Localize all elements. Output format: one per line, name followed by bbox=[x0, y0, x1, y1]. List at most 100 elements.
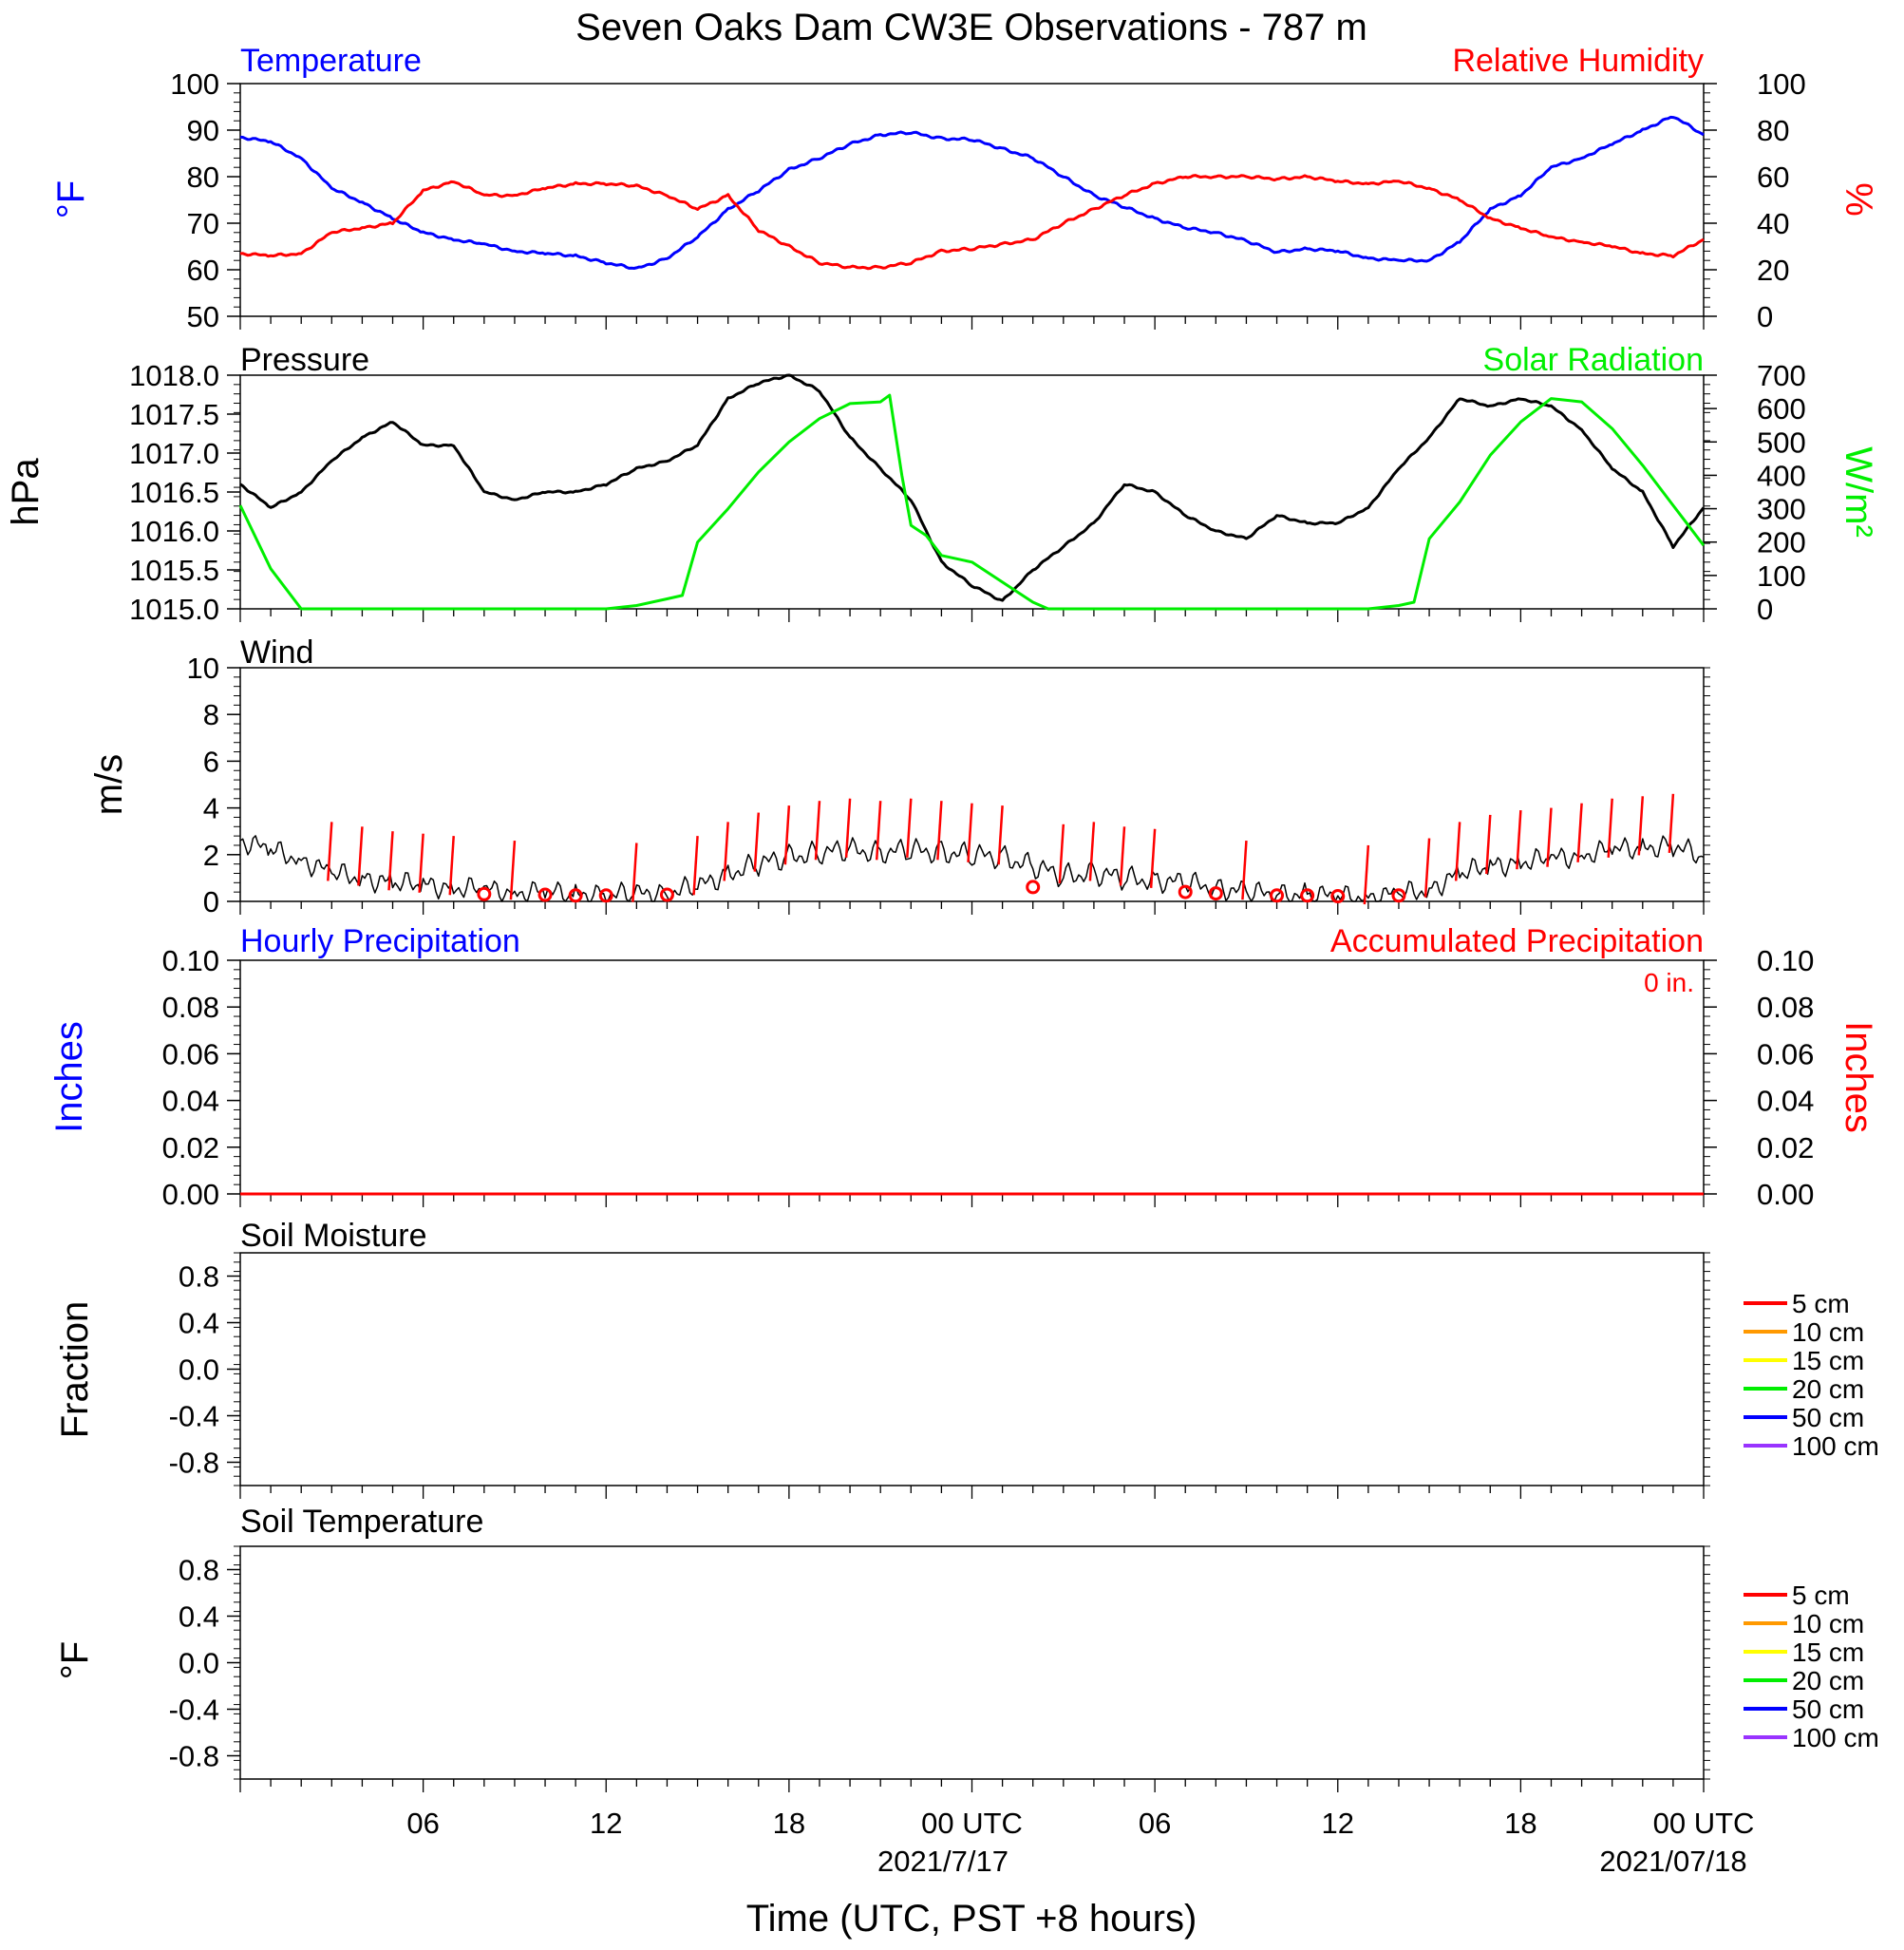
humidity-title: Relative Humidity bbox=[1452, 43, 1704, 79]
wind-barb bbox=[692, 836, 699, 896]
date-label-1: 2021/7/17 bbox=[877, 1845, 1009, 1878]
soil_temperature-left-tick-label: 0.8 bbox=[179, 1554, 219, 1587]
wind-barb bbox=[632, 842, 638, 902]
pressure-left-tick-label: 1016.5 bbox=[129, 476, 219, 509]
soil_moisture-legend-label: 5 cm bbox=[1792, 1289, 1850, 1318]
solar-radiation-line bbox=[238, 393, 1706, 611]
wind-left-tick-label: 8 bbox=[203, 698, 219, 731]
soil-moisture-title: Soil Moisture bbox=[240, 1218, 427, 1254]
soil-temperature-panel: Soil Temperature °F -0.8 -0.4 0.0 0.4 0.8 5 c… bbox=[54, 1504, 1879, 1792]
hourly-precip-title: Hourly Precipitation bbox=[240, 923, 520, 959]
wind-barb bbox=[1363, 844, 1370, 905]
temperature-right-tick-label: 0 bbox=[1757, 300, 1773, 333]
wind-barb bbox=[936, 801, 943, 861]
pressure-line bbox=[239, 373, 1706, 602]
soil_temperature-left-tick-label: 0.4 bbox=[179, 1600, 219, 1634]
temperature-right-tick-label: 80 bbox=[1757, 114, 1789, 147]
calm-wind-marker bbox=[1391, 888, 1406, 903]
soil_temperature-left-tick-label: -0.8 bbox=[169, 1740, 219, 1773]
temperature-left-tick-label: 100 bbox=[170, 67, 219, 101]
soil_moisture-left-tick-label: 0.0 bbox=[179, 1354, 219, 1387]
soil-temperature-unit: °F bbox=[54, 1641, 96, 1679]
pressure-left-tick-label: 1016.0 bbox=[129, 515, 219, 548]
soil_moisture-left-tick-label: 0.8 bbox=[179, 1260, 219, 1294]
wind-barb bbox=[753, 812, 761, 872]
solar-title: Solar Radiation bbox=[1483, 342, 1704, 378]
pressure-right-tick-label: 600 bbox=[1757, 392, 1806, 426]
soil_temperature-legend-label: 15 cm bbox=[1792, 1638, 1864, 1667]
precip-right-tick-label: 0.04 bbox=[1757, 1085, 1814, 1118]
time-axis: 2021/7/17 2021/07/18 Time (UTC, PST +8 h… bbox=[406, 1807, 1754, 1940]
soil-temperature-title: Soil Temperature bbox=[240, 1504, 483, 1540]
wind-barb bbox=[875, 801, 882, 861]
time-tick-label: 18 bbox=[1504, 1807, 1536, 1840]
temperature-right-tick-label: 40 bbox=[1757, 207, 1789, 240]
soil_moisture-left-tick-label: -0.4 bbox=[169, 1400, 219, 1433]
wind-barb bbox=[327, 822, 333, 881]
pressure-unit: hPa bbox=[5, 458, 47, 526]
temperature-right-tick-label: 100 bbox=[1757, 67, 1806, 101]
accum-precip-total: 0 in. bbox=[1644, 968, 1694, 997]
wind-speed-line bbox=[239, 835, 1705, 902]
wind-barb bbox=[723, 822, 729, 881]
wind-barb bbox=[1546, 807, 1553, 867]
pressure-left-tick-label: 1015.5 bbox=[129, 554, 219, 587]
temperature-left-tick-label: 80 bbox=[187, 161, 219, 194]
soil_moisture-left-tick-label: 0.4 bbox=[179, 1307, 219, 1340]
pressure-right-tick-label: 500 bbox=[1757, 426, 1806, 459]
pressure-right-tick-label: 400 bbox=[1757, 459, 1806, 492]
precip-left-tick-label: 0.10 bbox=[162, 944, 219, 977]
soil_temperature-legend-label: 100 cm bbox=[1792, 1723, 1879, 1752]
calm-wind-marker bbox=[1026, 880, 1041, 895]
pressure-left-tick-label: 1018.0 bbox=[129, 359, 219, 392]
solar-unit: W/m² bbox=[1838, 446, 1879, 538]
temperature-title: Temperature bbox=[240, 43, 422, 79]
soil_temperature-legend-label: 5 cm bbox=[1792, 1581, 1850, 1610]
soil_moisture-legend-label: 50 cm bbox=[1792, 1403, 1864, 1432]
time-tick-label: 18 bbox=[773, 1807, 805, 1840]
precip-right-tick-label: 0.00 bbox=[1757, 1178, 1814, 1211]
soil_temperature-left-tick-label: -0.4 bbox=[169, 1694, 219, 1727]
wind-barb bbox=[357, 826, 364, 886]
wind-barb bbox=[906, 798, 913, 858]
hourly-precip-unit: Inches bbox=[48, 1021, 90, 1133]
calm-wind-marker bbox=[659, 887, 674, 902]
soil_temperature-left-tick-label: 0.0 bbox=[179, 1647, 219, 1680]
pressure-right-tick-label: 200 bbox=[1757, 526, 1806, 559]
precip-right-tick-label: 0.06 bbox=[1757, 1037, 1814, 1070]
time-tick-label: 00 UTC bbox=[1653, 1807, 1755, 1840]
temperature-left-tick-label: 90 bbox=[187, 114, 219, 147]
wind-barb bbox=[967, 803, 973, 862]
soil_moisture-legend-label: 15 cm bbox=[1792, 1346, 1864, 1375]
wind-panel: Wind m/s 0 2 4 6 8 10 bbox=[88, 634, 1710, 918]
soil_moisture-legend-label: 10 cm bbox=[1792, 1317, 1864, 1347]
wind-barb bbox=[1668, 793, 1675, 854]
wind-barb bbox=[1241, 840, 1248, 900]
pressure-left-tick-label: 1017.5 bbox=[129, 398, 219, 431]
time-tick-label: 12 bbox=[1322, 1807, 1354, 1840]
accum-precip-title: Accumulated Precipitation bbox=[1330, 923, 1704, 959]
soil_temperature-legend-label: 20 cm bbox=[1792, 1666, 1864, 1695]
precip-left-tick-label: 0.06 bbox=[162, 1037, 219, 1070]
temperature-left-tick-label: 60 bbox=[187, 254, 219, 287]
precip-right-tick-label: 0.08 bbox=[1757, 991, 1814, 1024]
wind-barb bbox=[509, 840, 517, 900]
pressure-frame bbox=[239, 374, 1705, 610]
time-tick-label: 00 UTC bbox=[921, 1807, 1023, 1840]
wind-barb bbox=[387, 831, 394, 891]
pressure-left-tick-label: 1015.0 bbox=[129, 593, 219, 626]
calm-wind-marker bbox=[1330, 889, 1346, 904]
wind-barb bbox=[1454, 822, 1461, 881]
wind-barb bbox=[997, 805, 1004, 865]
wind-barb bbox=[1637, 796, 1645, 856]
time-axis-label: Time (UTC, PST +8 hours) bbox=[746, 1898, 1197, 1940]
calm-wind-marker bbox=[1208, 886, 1223, 901]
accum-precip-unit: Inches bbox=[1838, 1021, 1879, 1133]
calm-wind-marker bbox=[1300, 888, 1315, 903]
wind-barb bbox=[1119, 826, 1126, 886]
precip-right-tick-label: 0.10 bbox=[1757, 944, 1814, 977]
temperature-unit: °F bbox=[50, 180, 92, 218]
time-tick-label: 12 bbox=[590, 1807, 622, 1840]
wind-barb bbox=[1516, 809, 1522, 870]
